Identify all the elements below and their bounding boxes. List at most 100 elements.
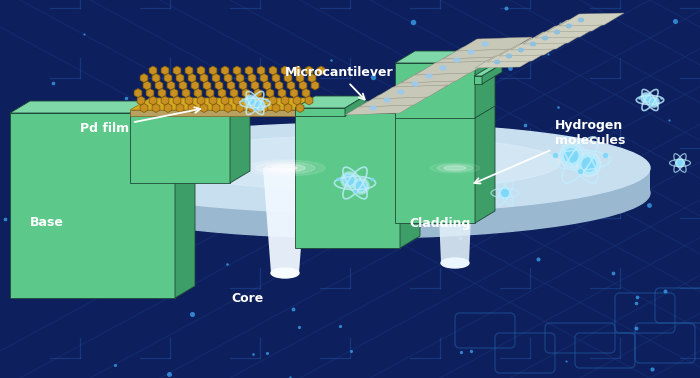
Ellipse shape [273, 166, 297, 170]
Ellipse shape [246, 96, 256, 106]
Ellipse shape [255, 100, 265, 110]
Polygon shape [230, 101, 250, 183]
Ellipse shape [247, 98, 254, 104]
Text: Core: Core [232, 291, 264, 305]
Ellipse shape [356, 181, 365, 191]
Polygon shape [295, 108, 345, 116]
Ellipse shape [501, 189, 509, 197]
Ellipse shape [70, 123, 650, 213]
Polygon shape [400, 101, 420, 248]
Ellipse shape [648, 96, 659, 107]
Ellipse shape [353, 178, 370, 194]
Polygon shape [395, 63, 475, 118]
Polygon shape [475, 51, 495, 118]
Ellipse shape [412, 82, 418, 86]
Polygon shape [295, 101, 420, 113]
Ellipse shape [342, 173, 356, 187]
Polygon shape [387, 77, 462, 91]
Polygon shape [130, 113, 230, 183]
Ellipse shape [437, 162, 473, 174]
Ellipse shape [676, 159, 684, 167]
Text: Hydrogen
molecules: Hydrogen molecules [475, 119, 625, 183]
Ellipse shape [256, 102, 262, 108]
Ellipse shape [531, 42, 536, 46]
Polygon shape [395, 101, 495, 113]
Polygon shape [475, 101, 495, 223]
Ellipse shape [454, 58, 460, 62]
Ellipse shape [370, 106, 376, 110]
Polygon shape [559, 13, 624, 26]
Text: Cladding: Cladding [410, 217, 470, 229]
Ellipse shape [354, 179, 368, 193]
Polygon shape [437, 168, 473, 263]
Ellipse shape [559, 144, 583, 168]
Ellipse shape [578, 18, 584, 22]
Text: Microcantilever: Microcantilever [285, 67, 393, 99]
Polygon shape [487, 49, 552, 62]
Text: Base: Base [30, 217, 64, 229]
Ellipse shape [271, 164, 299, 172]
Polygon shape [511, 37, 576, 50]
Ellipse shape [245, 160, 325, 176]
Ellipse shape [250, 159, 320, 177]
Ellipse shape [651, 99, 657, 105]
Polygon shape [130, 110, 310, 116]
Ellipse shape [441, 258, 469, 268]
Ellipse shape [244, 95, 257, 107]
Ellipse shape [430, 163, 480, 173]
Polygon shape [482, 64, 502, 84]
Polygon shape [345, 96, 365, 116]
Polygon shape [443, 45, 518, 59]
Ellipse shape [257, 161, 313, 175]
Polygon shape [547, 19, 612, 32]
Ellipse shape [160, 135, 560, 191]
Ellipse shape [499, 187, 510, 198]
Ellipse shape [253, 99, 265, 111]
Ellipse shape [494, 60, 500, 64]
Polygon shape [130, 101, 250, 113]
Polygon shape [474, 64, 502, 76]
Polygon shape [475, 55, 540, 68]
Ellipse shape [255, 162, 315, 174]
Polygon shape [457, 37, 532, 51]
Ellipse shape [440, 66, 446, 70]
Ellipse shape [579, 155, 598, 174]
Polygon shape [263, 168, 307, 273]
Ellipse shape [507, 54, 512, 58]
Ellipse shape [426, 74, 432, 78]
Polygon shape [415, 61, 490, 75]
Polygon shape [70, 168, 650, 193]
Ellipse shape [566, 24, 571, 28]
Polygon shape [10, 101, 195, 113]
Text: Pd film: Pd film [80, 107, 200, 135]
Ellipse shape [398, 90, 404, 94]
Polygon shape [345, 101, 420, 115]
Ellipse shape [542, 36, 547, 40]
Ellipse shape [265, 164, 305, 172]
Polygon shape [295, 96, 365, 108]
Ellipse shape [271, 268, 299, 278]
Ellipse shape [678, 160, 682, 166]
Polygon shape [499, 43, 564, 56]
Polygon shape [535, 25, 600, 38]
Polygon shape [359, 93, 434, 107]
Polygon shape [175, 101, 195, 298]
Ellipse shape [640, 93, 652, 104]
Ellipse shape [554, 30, 559, 34]
Ellipse shape [444, 166, 466, 170]
Ellipse shape [344, 175, 354, 184]
Ellipse shape [582, 158, 596, 171]
Polygon shape [395, 51, 495, 63]
Ellipse shape [437, 164, 473, 172]
Ellipse shape [577, 152, 601, 177]
Polygon shape [130, 98, 330, 110]
Polygon shape [10, 113, 175, 298]
Polygon shape [295, 113, 400, 248]
Polygon shape [395, 113, 475, 223]
Ellipse shape [641, 93, 650, 102]
Polygon shape [429, 53, 504, 67]
Polygon shape [523, 31, 588, 44]
Ellipse shape [70, 148, 650, 238]
Ellipse shape [643, 95, 649, 101]
Ellipse shape [265, 163, 305, 173]
